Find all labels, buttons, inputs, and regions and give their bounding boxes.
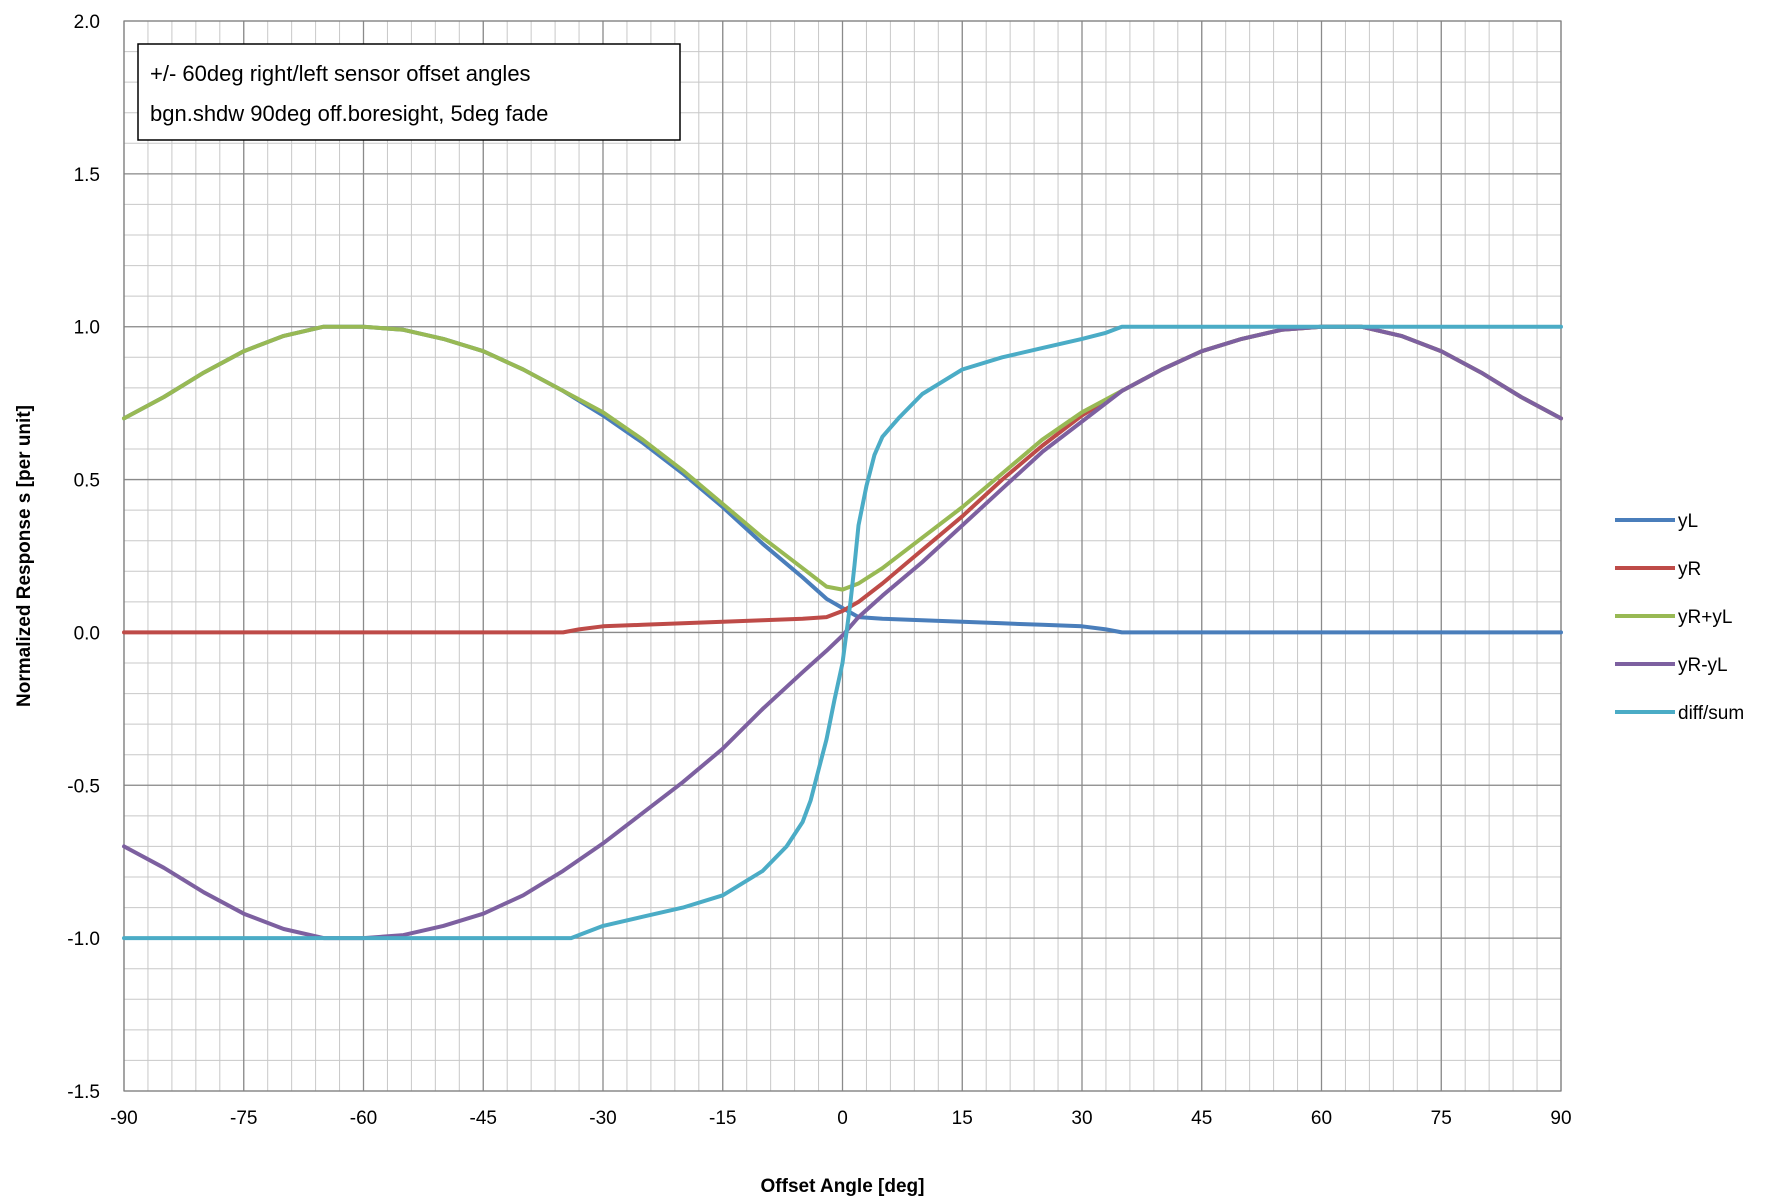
x-tick-label: -75 — [230, 1108, 257, 1129]
y-tick-label: 1.5 — [74, 165, 100, 186]
x-tick-label: -30 — [589, 1108, 616, 1129]
y-tick-label: 2.0 — [74, 12, 100, 33]
x-tick-label: -60 — [350, 1108, 377, 1129]
series-line-diff-sum — [122, 324, 1563, 941]
x-tick-label: 30 — [1071, 1108, 1092, 1129]
annotation-line-2: bgn.shdw 90deg off.boresight, 5deg fade — [150, 101, 548, 126]
annotation-box: +/- 60deg right/left sensor offset angle… — [137, 43, 681, 141]
series-lines — [122, 324, 1563, 941]
x-tick-label: -45 — [470, 1108, 497, 1129]
x-tick-label: -15 — [709, 1108, 736, 1129]
x-axis-tick-labels: -90 -75 -60 -45 -30 -15 0 15 30 45 60 75 90 — [110, 1108, 1571, 1129]
y-tick-label: 0.5 — [74, 471, 100, 492]
y-tick-label: -1.5 — [67, 1082, 100, 1103]
legend-label: yR — [1678, 559, 1701, 580]
x-tick-label: 90 — [1550, 1108, 1571, 1129]
legend-label: yL — [1678, 511, 1698, 532]
y-axis-title: Normalized Response s [per unit] — [14, 405, 35, 707]
x-tick-label: 60 — [1311, 1108, 1332, 1129]
legend-label: diff/sum — [1678, 703, 1744, 724]
legend-label: yR-yL — [1678, 655, 1728, 676]
annotation-line-1: +/- 60deg right/left sensor offset angle… — [150, 61, 531, 86]
y-tick-label: 1.0 — [74, 318, 100, 339]
legend-label: yR+yL — [1678, 607, 1732, 628]
annotation-frame — [137, 43, 681, 141]
plot-area-frame — [123, 20, 1562, 1092]
y-tick-label: -0.5 — [67, 776, 100, 797]
x-tick-label: 75 — [1431, 1108, 1452, 1129]
legend: yL yR yR+yL yR-yL diff/sum — [1615, 511, 1744, 724]
x-axis-title: Offset Angle [deg] — [761, 1176, 925, 1197]
y-tick-label: -1.0 — [67, 929, 100, 950]
x-tick-label: -90 — [110, 1108, 137, 1129]
x-tick-label: 45 — [1191, 1108, 1212, 1129]
y-tick-label: 0.0 — [74, 623, 100, 644]
x-tick-label: 15 — [952, 1108, 973, 1129]
x-tick-label: 0 — [837, 1108, 848, 1129]
y-axis-tick-labels: -1.5 -1.0 -0.5 0.0 0.5 1.0 1.5 2.0 — [67, 12, 100, 1103]
